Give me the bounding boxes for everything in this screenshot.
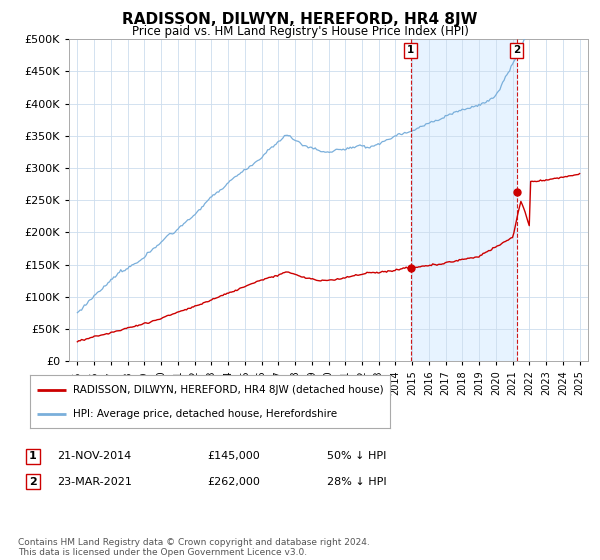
Text: RADISSON, DILWYN, HEREFORD, HR4 8JW: RADISSON, DILWYN, HEREFORD, HR4 8JW	[122, 12, 478, 27]
Text: 28% ↓ HPI: 28% ↓ HPI	[327, 477, 386, 487]
Text: 2: 2	[29, 477, 37, 487]
Text: HPI: Average price, detached house, Herefordshire: HPI: Average price, detached house, Here…	[73, 408, 337, 418]
Text: 23-MAR-2021: 23-MAR-2021	[57, 477, 132, 487]
Text: Contains HM Land Registry data © Crown copyright and database right 2024.
This d: Contains HM Land Registry data © Crown c…	[18, 538, 370, 557]
Text: 21-NOV-2014: 21-NOV-2014	[57, 451, 131, 461]
Text: RADISSON, DILWYN, HEREFORD, HR4 8JW (detached house): RADISSON, DILWYN, HEREFORD, HR4 8JW (det…	[73, 385, 384, 395]
Text: Price paid vs. HM Land Registry's House Price Index (HPI): Price paid vs. HM Land Registry's House …	[131, 25, 469, 38]
Text: £262,000: £262,000	[207, 477, 260, 487]
Text: 2: 2	[513, 45, 520, 55]
Text: 50% ↓ HPI: 50% ↓ HPI	[327, 451, 386, 461]
Bar	[410, 39, 517, 361]
Text: £145,000: £145,000	[207, 451, 260, 461]
Text: 1: 1	[407, 45, 414, 55]
Text: 1: 1	[29, 451, 37, 461]
